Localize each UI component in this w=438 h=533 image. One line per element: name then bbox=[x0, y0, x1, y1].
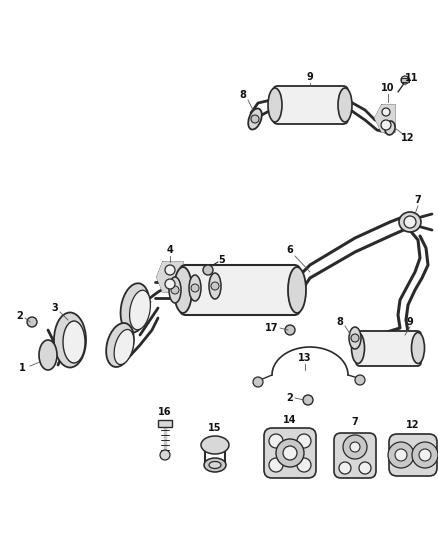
Circle shape bbox=[269, 434, 283, 448]
Ellipse shape bbox=[411, 333, 424, 364]
Ellipse shape bbox=[174, 267, 192, 313]
Polygon shape bbox=[375, 105, 395, 132]
Ellipse shape bbox=[54, 312, 86, 367]
Text: 14: 14 bbox=[283, 415, 297, 425]
FancyBboxPatch shape bbox=[334, 433, 376, 478]
Text: 8: 8 bbox=[240, 90, 247, 100]
Circle shape bbox=[388, 442, 414, 468]
Ellipse shape bbox=[385, 121, 395, 135]
Text: 17: 17 bbox=[265, 323, 279, 333]
Circle shape bbox=[419, 449, 431, 461]
Text: 13: 13 bbox=[298, 353, 312, 363]
Circle shape bbox=[381, 120, 391, 130]
Ellipse shape bbox=[130, 290, 150, 330]
Circle shape bbox=[283, 446, 297, 460]
Circle shape bbox=[285, 325, 295, 335]
Ellipse shape bbox=[120, 283, 149, 333]
Circle shape bbox=[276, 439, 304, 467]
FancyBboxPatch shape bbox=[264, 428, 316, 478]
Circle shape bbox=[160, 450, 170, 460]
Ellipse shape bbox=[248, 108, 262, 130]
Ellipse shape bbox=[338, 88, 352, 122]
Text: 11: 11 bbox=[405, 73, 419, 83]
Circle shape bbox=[355, 375, 365, 385]
Ellipse shape bbox=[63, 321, 85, 363]
FancyBboxPatch shape bbox=[401, 78, 409, 82]
Circle shape bbox=[191, 284, 199, 292]
Ellipse shape bbox=[352, 333, 364, 364]
FancyBboxPatch shape bbox=[356, 331, 421, 366]
Ellipse shape bbox=[268, 88, 282, 122]
Text: 5: 5 bbox=[219, 255, 226, 265]
Circle shape bbox=[404, 216, 416, 228]
Circle shape bbox=[351, 334, 359, 342]
Circle shape bbox=[171, 286, 179, 294]
Text: 10: 10 bbox=[381, 83, 395, 93]
Circle shape bbox=[303, 395, 313, 405]
FancyBboxPatch shape bbox=[273, 86, 348, 124]
Text: 16: 16 bbox=[158, 407, 172, 417]
Circle shape bbox=[343, 435, 367, 459]
FancyBboxPatch shape bbox=[180, 265, 300, 315]
Ellipse shape bbox=[349, 327, 361, 349]
Circle shape bbox=[269, 458, 283, 472]
Ellipse shape bbox=[114, 329, 134, 365]
Circle shape bbox=[211, 282, 219, 290]
Circle shape bbox=[251, 115, 259, 123]
Ellipse shape bbox=[169, 277, 181, 303]
Text: 12: 12 bbox=[401, 133, 415, 143]
Circle shape bbox=[359, 462, 371, 474]
Circle shape bbox=[27, 317, 37, 327]
FancyBboxPatch shape bbox=[158, 420, 172, 427]
Ellipse shape bbox=[39, 340, 57, 370]
Polygon shape bbox=[157, 262, 183, 292]
Ellipse shape bbox=[106, 323, 134, 367]
Text: 9: 9 bbox=[307, 72, 313, 82]
Circle shape bbox=[395, 449, 407, 461]
Ellipse shape bbox=[288, 267, 306, 313]
Circle shape bbox=[297, 434, 311, 448]
Text: 7: 7 bbox=[352, 417, 358, 427]
Circle shape bbox=[253, 377, 263, 387]
Text: 6: 6 bbox=[286, 245, 293, 255]
Circle shape bbox=[350, 442, 360, 452]
Text: 3: 3 bbox=[52, 303, 58, 313]
Ellipse shape bbox=[399, 212, 421, 232]
Circle shape bbox=[165, 279, 175, 289]
FancyBboxPatch shape bbox=[389, 434, 437, 476]
Ellipse shape bbox=[204, 458, 226, 472]
Text: 4: 4 bbox=[166, 245, 173, 255]
Ellipse shape bbox=[209, 462, 221, 469]
Circle shape bbox=[401, 76, 409, 84]
Ellipse shape bbox=[209, 273, 221, 299]
Text: 8: 8 bbox=[336, 317, 343, 327]
Text: 15: 15 bbox=[208, 423, 222, 433]
Circle shape bbox=[297, 458, 311, 472]
Ellipse shape bbox=[189, 275, 201, 301]
Ellipse shape bbox=[201, 436, 229, 454]
Text: 1: 1 bbox=[19, 363, 25, 373]
Text: 9: 9 bbox=[406, 317, 413, 327]
Circle shape bbox=[339, 462, 351, 474]
Circle shape bbox=[382, 108, 390, 116]
Circle shape bbox=[165, 265, 175, 275]
Text: 7: 7 bbox=[415, 195, 421, 205]
Text: 2: 2 bbox=[17, 311, 23, 321]
Circle shape bbox=[203, 265, 213, 275]
Text: 12: 12 bbox=[406, 420, 420, 430]
Circle shape bbox=[412, 442, 438, 468]
Text: 2: 2 bbox=[286, 393, 293, 403]
